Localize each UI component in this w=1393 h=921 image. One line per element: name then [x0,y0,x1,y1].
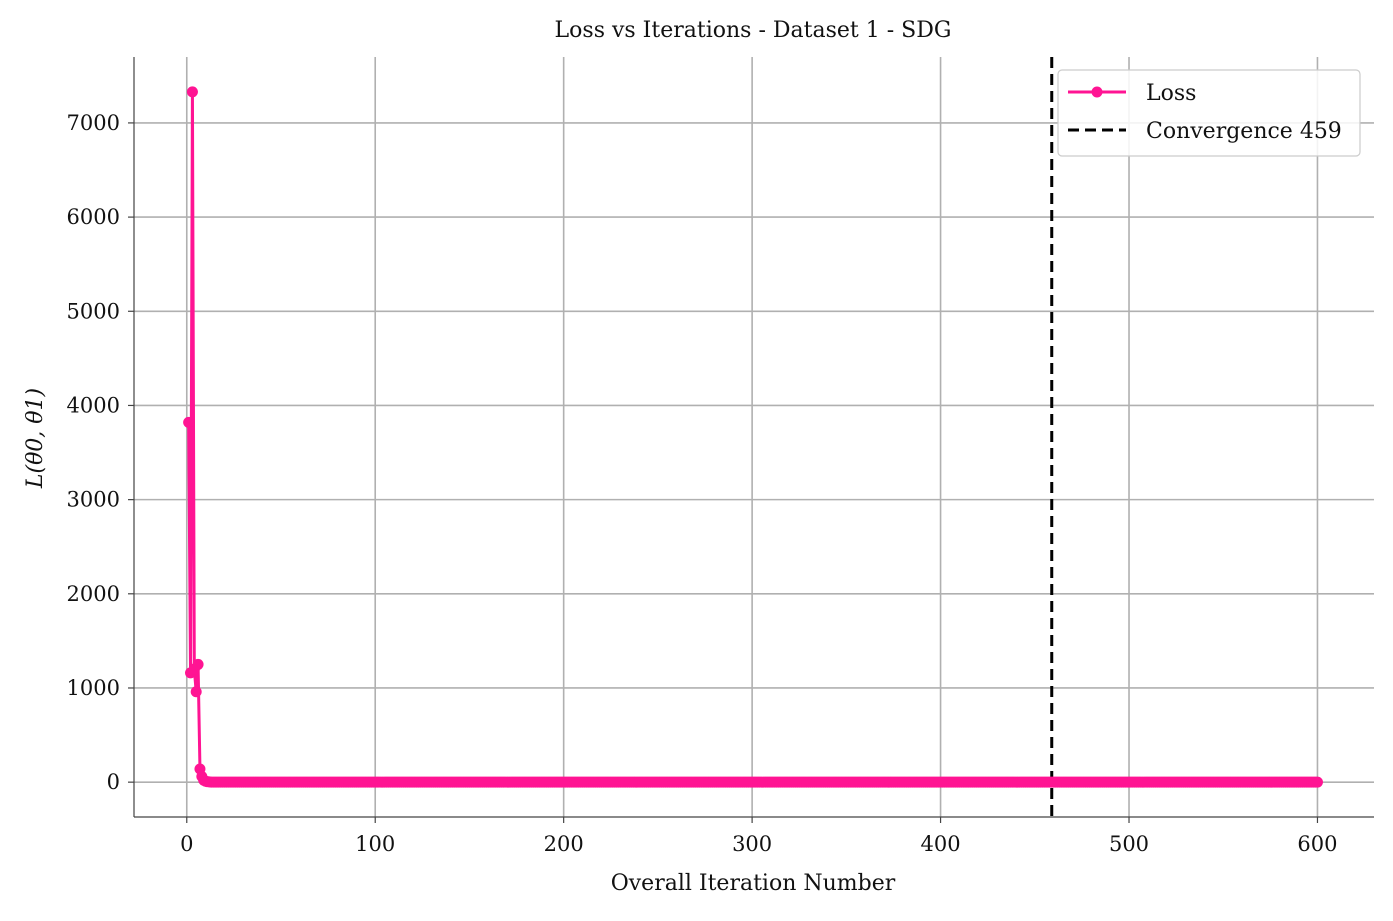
loss-point [1311,776,1323,788]
y-tick-label: 0 [107,770,120,794]
x-tick-label: 500 [1109,832,1149,856]
x-tick-label: 0 [180,832,193,856]
loss-point [183,416,195,428]
y-tick-label: 7000 [67,111,120,135]
legend-marker-loss [1091,86,1103,98]
x-axis-label: Overall Iteration Number [611,871,896,896]
y-tick-label: 4000 [67,393,120,417]
x-tick-label: 600 [1297,832,1337,856]
legend-label: Loss [1146,81,1196,106]
y-tick-label: 5000 [67,299,120,323]
loss-point [186,86,198,98]
y-tick-label: 3000 [67,488,120,512]
x-tick-label: 100 [355,832,395,856]
y-tick-label: 2000 [67,582,120,606]
y-tick-label: 6000 [67,205,120,229]
y-axis-label: L(θ0, θ1) [23,388,48,489]
grid [134,57,1374,817]
x-tick-label: 200 [544,832,584,856]
chart-title: Loss vs Iterations - Dataset 1 - SDG [555,18,952,43]
x-tick-label: 300 [732,832,772,856]
series [183,86,1323,788]
tick-labels: 0 100 200 300 400 500 600010002000300040005000… [67,111,1338,856]
legend-label: Convergence 459 [1146,119,1342,144]
x-tick-label: 400 [921,832,961,856]
y-tick-label: 1000 [67,676,120,700]
loss-point [190,686,202,698]
axes [128,57,1374,823]
loss-line [187,90,1318,784]
legend: Loss Convergence 459 [1057,69,1361,157]
legend-box [1057,69,1361,157]
loss-point [192,658,204,670]
